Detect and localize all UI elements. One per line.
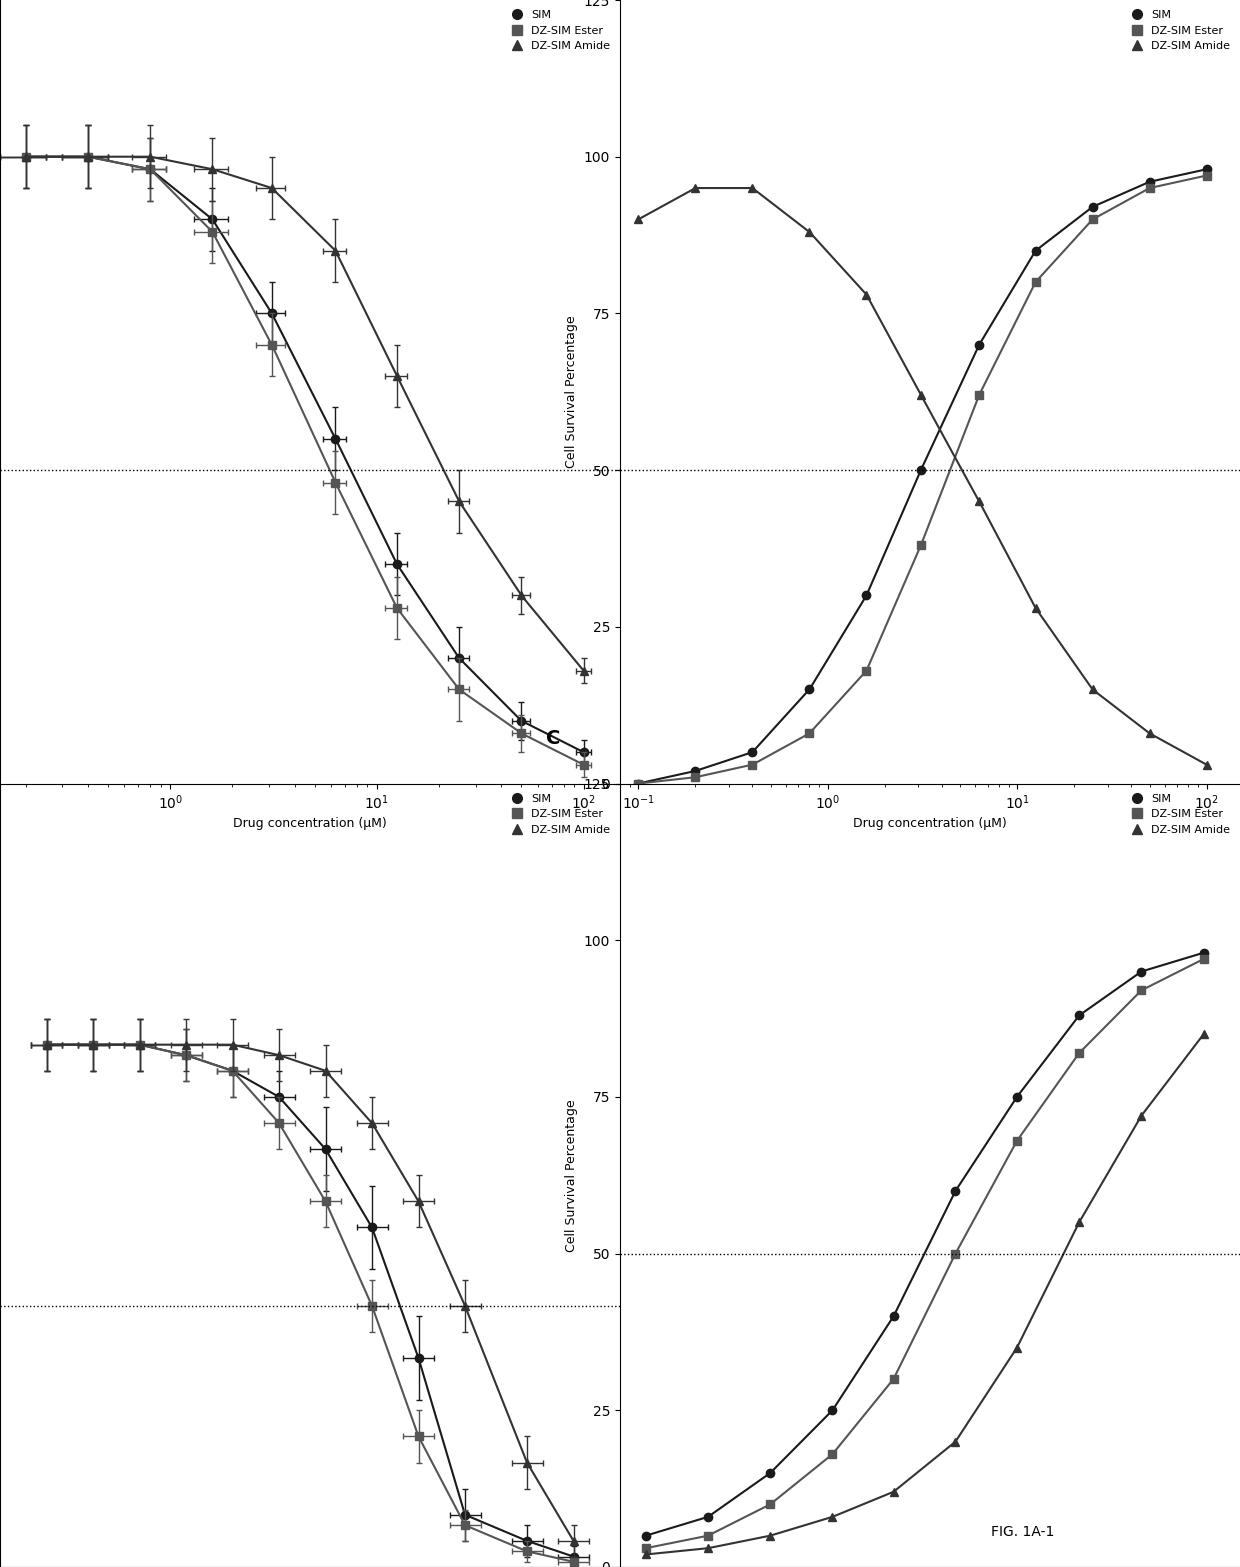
Title: A549: A549 <box>286 763 334 780</box>
X-axis label: Drug concentration (μM): Drug concentration (μM) <box>853 818 1007 831</box>
Legend: SIM, DZ-SIM Ester, DZ-SIM Amide: SIM, DZ-SIM Ester, DZ-SIM Amide <box>507 790 615 838</box>
Text: FIG. 1A-1: FIG. 1A-1 <box>991 1525 1054 1539</box>
Legend: SIM, DZ-SIM Ester, DZ-SIM Amide: SIM, DZ-SIM Ester, DZ-SIM Amide <box>507 6 615 55</box>
Text: C: C <box>546 729 560 749</box>
X-axis label: Drug concentration (μM): Drug concentration (μM) <box>233 818 387 831</box>
Legend: SIM, DZ-SIM Ester, DZ-SIM Amide: SIM, DZ-SIM Ester, DZ-SIM Amide <box>1127 6 1235 55</box>
Y-axis label: Cell Survival Percentage: Cell Survival Percentage <box>565 315 578 469</box>
Title: 95C: 95C <box>913 763 947 780</box>
Y-axis label: Cell Survival Percentage: Cell Survival Percentage <box>565 1098 578 1252</box>
Legend: SIM, DZ-SIM Ester, DZ-SIM Amide: SIM, DZ-SIM Ester, DZ-SIM Amide <box>1127 790 1235 838</box>
